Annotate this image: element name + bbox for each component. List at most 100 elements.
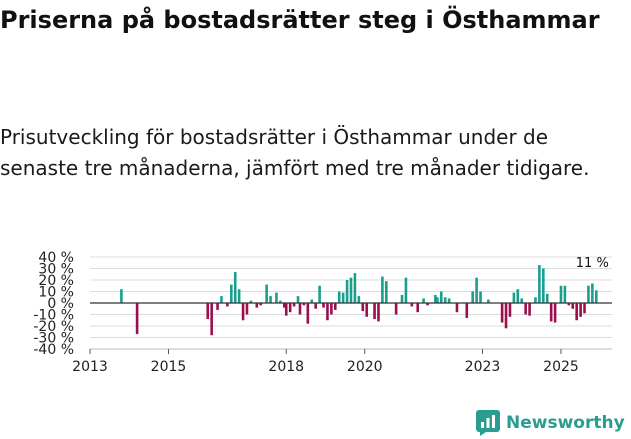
bar xyxy=(229,284,233,303)
bar xyxy=(302,303,306,306)
bar xyxy=(439,291,443,303)
chart-title: Priserna på bostadsrätter steg i Östhamm… xyxy=(0,6,600,34)
bar xyxy=(524,303,527,315)
bar xyxy=(385,281,388,303)
bar xyxy=(265,284,268,303)
y-tick-label: 10 % xyxy=(38,285,74,301)
bar xyxy=(349,277,353,303)
bar xyxy=(288,303,292,313)
x-axis: 2013 2015 2018 2020 2023 2025 xyxy=(72,348,612,375)
bar xyxy=(475,277,478,303)
bar xyxy=(279,300,282,303)
bar xyxy=(353,273,357,303)
bar xyxy=(341,292,345,303)
bar xyxy=(479,291,482,303)
chart-subtitle: Prisutveckling för bostadsrätter i Östha… xyxy=(0,125,590,180)
brand-name: Newsworthy xyxy=(506,413,625,433)
bar xyxy=(567,303,571,306)
bar xyxy=(326,303,329,321)
y-tick-label: -30 % xyxy=(33,331,74,347)
bar xyxy=(471,291,474,303)
bar xyxy=(394,303,398,315)
bar xyxy=(520,298,524,303)
bar xyxy=(255,303,259,308)
bar xyxy=(512,292,516,303)
bar xyxy=(365,303,368,317)
bar xyxy=(559,285,563,303)
bar xyxy=(298,303,302,315)
bar xyxy=(284,303,288,316)
bar xyxy=(416,303,420,313)
bar xyxy=(587,285,590,303)
y-tick-label: 20 % xyxy=(38,273,74,289)
x-tick-label: 2025 xyxy=(543,359,579,375)
bar xyxy=(400,294,404,303)
bar xyxy=(591,283,594,303)
bar xyxy=(337,291,341,303)
bar xyxy=(434,294,437,303)
bar-chart: 40 %30 %20 %10 %0 %-10 %-20 %-30 %-40 % … xyxy=(33,250,612,375)
x-tick-label: 2020 xyxy=(347,359,383,375)
bar xyxy=(579,303,582,317)
bar xyxy=(292,303,296,307)
bar xyxy=(330,303,333,315)
x-tick-label: 2013 xyxy=(72,359,108,375)
bar xyxy=(220,296,223,303)
bar xyxy=(226,303,229,307)
bar xyxy=(310,299,314,303)
bar xyxy=(322,303,325,308)
bar xyxy=(135,303,139,335)
bar xyxy=(237,289,241,303)
x-tick-label: 2018 xyxy=(268,359,304,375)
bar xyxy=(542,268,545,303)
bar xyxy=(334,303,337,310)
bar xyxy=(426,303,429,306)
y-tick-label: -40 % xyxy=(33,342,74,358)
bar xyxy=(381,276,384,303)
y-tick-label: -20 % xyxy=(33,319,74,335)
y-axis: 40 %30 %20 %10 %0 %-10 %-20 %-30 %-40 % xyxy=(33,250,74,358)
bar xyxy=(528,303,531,316)
bar xyxy=(553,303,557,323)
bar xyxy=(436,297,439,303)
bar xyxy=(571,303,575,309)
bar xyxy=(534,297,537,303)
x-tick-label: 2023 xyxy=(465,359,501,375)
bar xyxy=(575,303,578,321)
bar xyxy=(504,303,508,329)
bar xyxy=(508,303,512,317)
bar xyxy=(314,303,317,309)
bar xyxy=(361,303,365,312)
bar xyxy=(563,285,567,303)
bar xyxy=(245,303,249,315)
bar xyxy=(275,292,278,303)
bar xyxy=(377,303,380,322)
newsworthy-logo: Newsworthy xyxy=(476,410,625,436)
bar xyxy=(259,303,263,306)
bar xyxy=(296,296,300,303)
bar xyxy=(216,303,219,310)
bar xyxy=(306,303,310,324)
bar xyxy=(241,303,245,321)
bar xyxy=(269,296,272,303)
bar xyxy=(120,289,123,303)
newsworthy-icon xyxy=(476,410,500,436)
bar xyxy=(410,303,414,307)
bar xyxy=(345,280,349,303)
bar xyxy=(443,297,447,303)
bar xyxy=(447,298,451,303)
bar xyxy=(249,300,253,303)
bar xyxy=(422,298,425,303)
bar xyxy=(318,285,321,303)
bar xyxy=(549,303,553,322)
bar xyxy=(516,289,520,303)
bar xyxy=(487,299,490,303)
bar xyxy=(545,293,549,303)
y-tick-label: -10 % xyxy=(33,308,74,324)
x-tick-label: 2015 xyxy=(151,359,187,375)
bar xyxy=(233,271,237,303)
bar xyxy=(282,303,286,308)
bar xyxy=(210,303,213,336)
bar xyxy=(206,303,210,320)
y-tick-label: 30 % xyxy=(38,262,74,278)
